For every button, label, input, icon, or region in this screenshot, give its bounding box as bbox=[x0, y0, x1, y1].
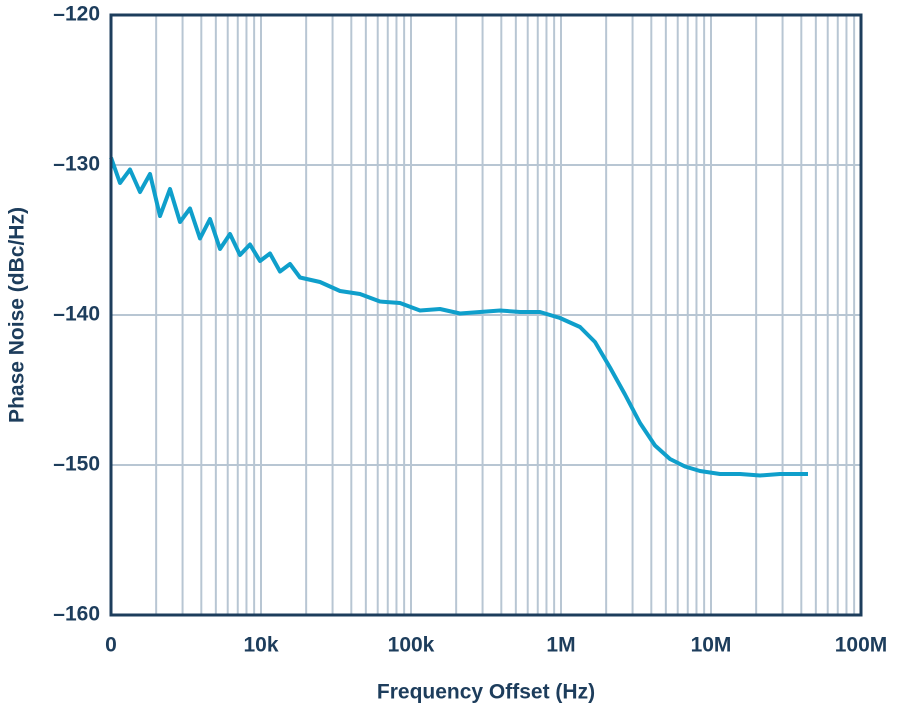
x-tick-label: 0 bbox=[105, 634, 117, 657]
x-axis-label: Frequency Offset (Hz) bbox=[377, 681, 595, 704]
y-tick-label: –140 bbox=[53, 303, 100, 326]
y-tick-label: –160 bbox=[53, 603, 100, 626]
plot-frame bbox=[109, 13, 863, 617]
y-tick-label: –130 bbox=[53, 153, 100, 176]
x-tick-label: 10M bbox=[691, 634, 732, 657]
x-tick-label: 100k bbox=[388, 634, 435, 657]
y-tick-label: –150 bbox=[53, 453, 100, 476]
series-line bbox=[109, 156, 808, 478]
y-tick-label: –120 bbox=[53, 3, 100, 26]
y-axis-label: Phase Noise (dBc/Hz) bbox=[6, 207, 29, 423]
x-tick-label: 1M bbox=[546, 634, 575, 657]
x-tick-label: 10k bbox=[243, 634, 278, 657]
x-tick-label: 100M bbox=[835, 634, 888, 657]
